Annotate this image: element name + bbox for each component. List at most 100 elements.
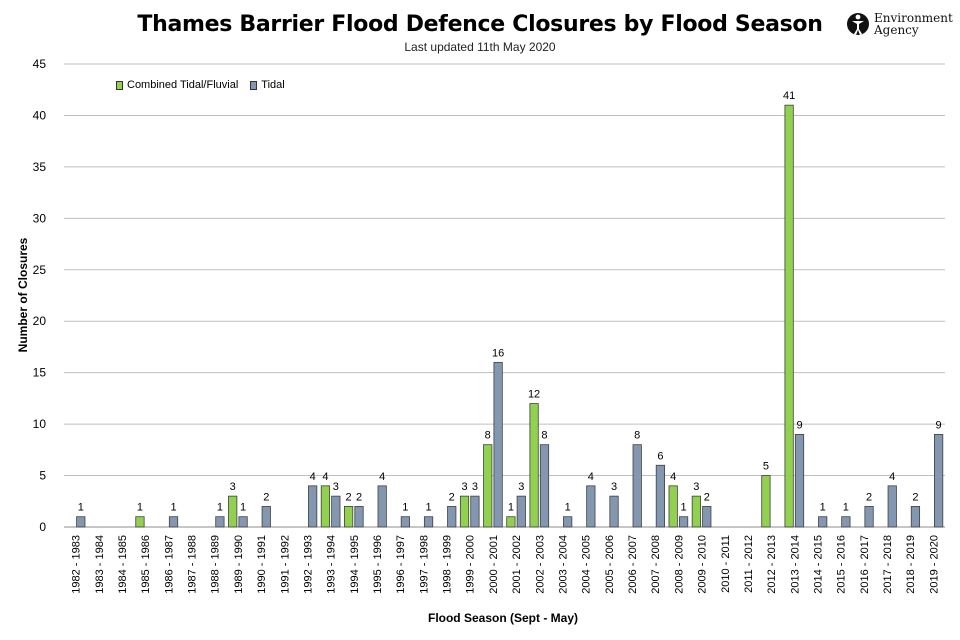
x-tick-labels: 1982 - 1983 1983 - 1984 1984 - 1985 1985 - … <box>71 535 941 594</box>
bar-tidal <box>632 444 642 528</box>
data-label-combined: 12 <box>528 389 540 401</box>
x-tick-label: 1998 - 1999 <box>442 535 454 594</box>
bar-tidal <box>215 516 225 528</box>
bar-tidal <box>539 444 550 528</box>
bar-tidal <box>354 506 364 528</box>
legend-swatch-tidal <box>250 80 258 90</box>
data-label-tidal: 4 <box>588 471 594 483</box>
x-tick-label: 2006 - 2007 <box>627 535 639 594</box>
x-tick-label: 2004 - 2005 <box>581 535 593 594</box>
x-tick-label: 1988 - 1989 <box>210 535 222 594</box>
bar-combined <box>344 506 354 528</box>
bar-tidal <box>841 516 851 528</box>
y-tick-label: 45 <box>33 57 47 71</box>
data-label-tidal: 3 <box>611 481 617 493</box>
bar-combined <box>320 485 331 528</box>
x-tick-label: 2005 - 2006 <box>604 535 616 594</box>
environment-agency-logo: Environment Agency <box>846 10 956 46</box>
y-tick-label: 10 <box>33 417 47 431</box>
data-label-tidal: 1 <box>78 502 84 514</box>
x-tick-label: 2008 - 2009 <box>673 535 685 594</box>
x-tick-label: 1991 - 1992 <box>279 535 291 594</box>
bar-combined <box>784 104 794 528</box>
x-tick-label: 2015 - 2016 <box>836 535 848 594</box>
x-tick-label: 1982 - 1983 <box>71 535 83 594</box>
bar-combined <box>483 444 493 528</box>
x-tick-label: 2013 - 2014 <box>789 535 801 594</box>
bar-tidal <box>493 361 503 528</box>
data-label-tidal: 4 <box>379 471 385 483</box>
legend: Combined Tidal/Fluvial Tidal <box>116 79 285 91</box>
y-tick-label: 40 <box>33 108 47 122</box>
x-tick-label: 2019 - 2020 <box>928 535 940 594</box>
bar-tidal <box>887 485 897 528</box>
bar-tidal <box>470 495 480 528</box>
data-label-combined: 3 <box>230 481 236 493</box>
data-label-tidal: 4 <box>310 471 316 483</box>
y-tick-label: 5 <box>39 469 46 483</box>
legend-item-tidal: Tidal <box>250 79 285 91</box>
x-tick-label: 2002 - 2003 <box>534 535 546 594</box>
data-label-tidal: 1 <box>217 502 223 514</box>
data-label-tidal: 2 <box>704 491 710 503</box>
x-tick-label: 1993 - 1994 <box>326 535 338 594</box>
y-tick-label: 0 <box>39 520 46 534</box>
bar-tidal <box>261 506 271 528</box>
x-tick-label: 1987 - 1988 <box>187 535 199 594</box>
logo-line-2: Agency <box>874 23 919 37</box>
data-label-combined: 4 <box>322 471 328 483</box>
data-label-combined: 3 <box>693 481 699 493</box>
y-tick-label: 25 <box>33 263 47 277</box>
bar-tidal <box>702 506 712 528</box>
data-label-tidal: 3 <box>333 481 339 493</box>
bar-tidal <box>308 485 318 528</box>
bars <box>76 104 944 528</box>
x-tick-label: 1997 - 1998 <box>418 535 430 594</box>
data-label-tidal: 2 <box>263 491 269 503</box>
y-axis-label: Number of Closures <box>16 237 30 352</box>
bar-combined <box>691 495 701 528</box>
x-tick-label: 1985 - 1986 <box>140 535 152 594</box>
x-tick-label: 2009 - 2010 <box>697 535 709 594</box>
bar-tidal <box>76 516 86 528</box>
y-tick-label: 30 <box>33 211 47 225</box>
data-label-combined: 5 <box>763 461 769 473</box>
chart-subtitle: Last updated 11th May 2020 <box>404 40 556 54</box>
x-tick-label: 1989 - 1990 <box>233 535 245 594</box>
bar-tidal <box>864 506 874 528</box>
y-tick-labels: 0 5 10 15 20 25 30 35 40 45 <box>33 57 47 534</box>
data-label-combined: 4 <box>670 471 676 483</box>
data-label-combined: 3 <box>461 481 467 493</box>
data-label-tidal: 1 <box>402 502 408 514</box>
x-tick-label: 1996 - 1997 <box>395 535 407 594</box>
bar-tidal <box>818 516 828 528</box>
bar-tidal <box>910 506 921 528</box>
data-label-tidal: 2 <box>356 491 362 503</box>
bar-combined <box>668 485 678 528</box>
bar-tidal <box>655 464 665 528</box>
bar-tidal <box>423 516 434 528</box>
bar-tidal <box>377 485 387 528</box>
x-tick-label: 1984 - 1985 <box>117 535 129 594</box>
chart-title: Thames Barrier Flood Defence Closures by… <box>137 12 823 37</box>
data-label-tidal: 2 <box>912 491 918 503</box>
data-label-tidal: 3 <box>518 481 524 493</box>
agency-emblem-icon <box>847 13 869 35</box>
data-label-tidal: 6 <box>657 450 663 462</box>
bar-combined <box>761 475 771 528</box>
bar-tidal <box>238 516 248 528</box>
x-tick-label: 1999 - 2000 <box>465 535 477 594</box>
bar-combined <box>228 495 238 528</box>
data-label-tidal: 1 <box>820 502 826 514</box>
x-tick-label: 1995 - 1996 <box>372 535 384 594</box>
x-tick-label: 1994 - 1995 <box>349 535 361 594</box>
data-label-combined: 41 <box>783 90 795 102</box>
data-label-tidal: 1 <box>425 502 431 514</box>
x-tick-label: 1992 - 1993 <box>302 535 314 594</box>
data-label-tidal: 9 <box>936 419 942 431</box>
legend-label-tidal: Tidal <box>261 79 285 91</box>
bar-tidal <box>516 495 526 528</box>
data-label-tidal: 1 <box>565 502 571 514</box>
